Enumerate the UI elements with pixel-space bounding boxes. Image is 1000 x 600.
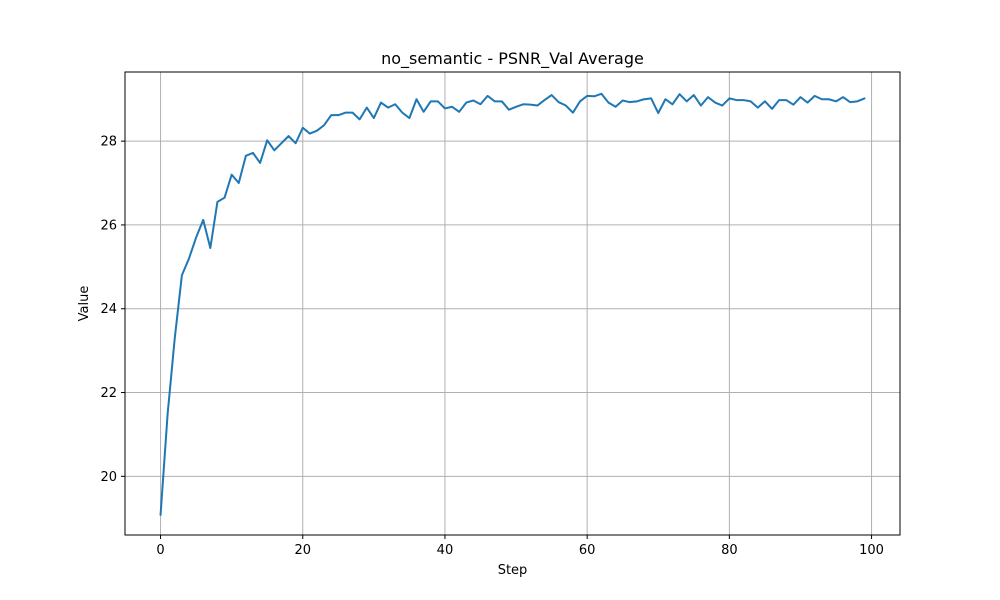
x-tick-label: 80 (721, 543, 738, 558)
y-axis-label: Value (77, 286, 92, 322)
grid-lines (125, 72, 900, 535)
x-tick-label: 0 (156, 543, 164, 558)
x-tick-label: 20 (294, 543, 311, 558)
series-line (159, 92, 866, 516)
y-tick-label: 24 (100, 302, 117, 317)
x-tick-label: 40 (437, 543, 454, 558)
y-tick-label: 22 (100, 386, 117, 401)
x-tick-label: 100 (859, 543, 884, 558)
y-tick-label: 28 (100, 135, 117, 150)
x-tick-label: 60 (579, 543, 596, 558)
x-axis-label: Step (498, 563, 528, 578)
chart-title: no_semantic - PSNR_Val Average (381, 49, 644, 69)
plot-line-layer (159, 92, 866, 516)
plot-area-frame (124, 71, 901, 536)
y-tick-label: 26 (100, 218, 117, 233)
y-tick-label: 20 (100, 470, 117, 485)
axis-ticks: 0 20 40 60 80 100 20 22 24 26 28 (100, 135, 884, 558)
